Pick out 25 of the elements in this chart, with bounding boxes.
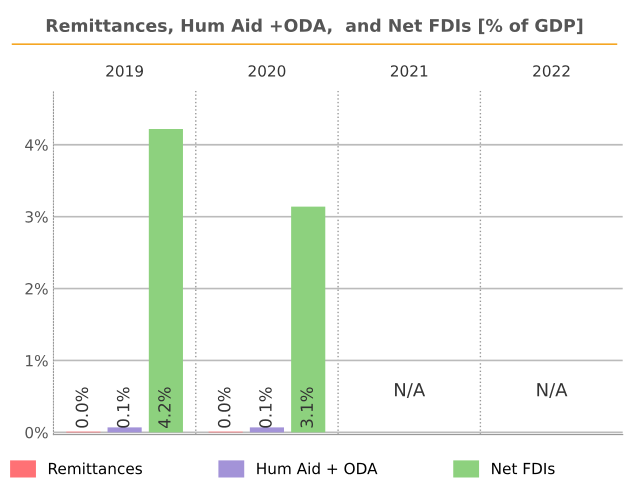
bar	[148, 128, 183, 432]
y-tick-label: 2%	[25, 283, 48, 295]
y-tick-label: 1%	[26, 354, 48, 366]
annotation: N/A	[537, 383, 568, 398]
chart-title: Remittances, Hum Aid +ODA, and Net FDIs [% of GDP]	[46, 18, 582, 34]
data-label: 0.0%	[76, 387, 88, 428]
data-label: 0.1%	[116, 387, 130, 428]
legend-label: Remittances	[48, 462, 142, 474]
legend-label: Net FDIs	[492, 462, 555, 474]
x-tick-label: 2019	[106, 65, 143, 77]
bar	[108, 427, 142, 432]
data-label: 0.1%	[259, 387, 272, 428]
data-label: 4.2%	[158, 387, 171, 428]
y-tick-label: 4%	[25, 139, 48, 151]
x-tick-label: 2021	[390, 65, 428, 77]
x-tick-label: 2020	[248, 65, 286, 77]
legend-label: Hum Aid + ODA	[257, 462, 378, 474]
bar	[250, 427, 284, 432]
data-label: 0.0%	[218, 387, 230, 428]
y-tick-label: 0%	[25, 426, 48, 438]
data-label: 3.1%	[300, 387, 314, 428]
x-tick-label: 2022	[533, 65, 570, 77]
annotation: N/A	[395, 383, 426, 398]
y-tick-label: 3%	[26, 211, 48, 223]
bar	[291, 206, 326, 432]
